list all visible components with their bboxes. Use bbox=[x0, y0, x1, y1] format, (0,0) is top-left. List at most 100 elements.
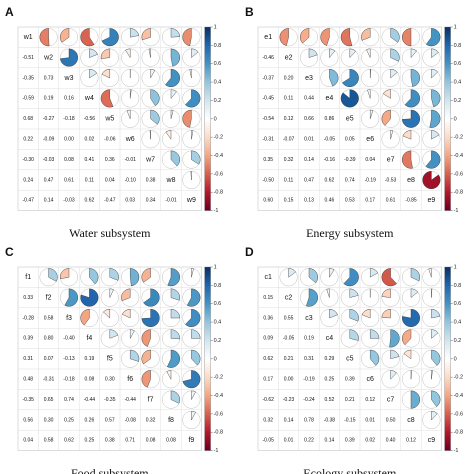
colorbar-tick-label: 0 bbox=[454, 356, 457, 362]
correlation-label: 0.33 bbox=[23, 295, 33, 301]
correlation-label: 0.25 bbox=[85, 438, 95, 444]
colorbar-tick-label: 0.8 bbox=[454, 43, 462, 49]
correlation-label: 0.21 bbox=[284, 356, 294, 362]
variable-label: e9 bbox=[428, 197, 436, 204]
variable-label: w7 bbox=[145, 156, 155, 163]
pie bbox=[279, 28, 289, 46]
pie bbox=[170, 109, 174, 119]
variable-label: e3 bbox=[305, 75, 313, 82]
correlation-label: 0.68 bbox=[23, 116, 33, 122]
correlation-label: 0.20 bbox=[284, 75, 294, 81]
correlation-label: -0.03 bbox=[43, 157, 55, 163]
correlation-label: 0.78 bbox=[304, 417, 314, 423]
pie bbox=[425, 150, 441, 169]
pie bbox=[60, 48, 78, 67]
correlation-label: 0.52 bbox=[325, 397, 335, 403]
pie bbox=[130, 268, 140, 287]
correlation-label: -0.23 bbox=[283, 397, 295, 403]
colorbar-tick-label: 0.6 bbox=[214, 61, 222, 67]
pie bbox=[165, 69, 180, 87]
colorbar bbox=[204, 26, 211, 211]
correlation-label: -0.27 bbox=[43, 116, 55, 122]
pie bbox=[170, 28, 180, 38]
pie bbox=[300, 28, 310, 44]
correlation-label: 0.22 bbox=[304, 438, 314, 444]
pie bbox=[361, 309, 371, 319]
pie bbox=[101, 28, 119, 47]
correlation-label: -0.47 bbox=[22, 198, 34, 204]
correlation-label: 0.53 bbox=[345, 198, 355, 204]
pie bbox=[80, 288, 99, 307]
pie bbox=[48, 268, 58, 282]
colorbar-tick-label: 0.6 bbox=[214, 301, 222, 307]
pie bbox=[191, 390, 196, 400]
correlation-label: -0.46 bbox=[262, 55, 274, 61]
colorbar-tick-label: 0 bbox=[214, 356, 217, 362]
pie bbox=[170, 48, 180, 67]
variable-label: e6 bbox=[366, 136, 374, 143]
pie bbox=[410, 69, 420, 87]
colorbar-tick-label: 1 bbox=[214, 24, 217, 30]
variable-label: c8 bbox=[407, 417, 415, 424]
pie bbox=[349, 48, 357, 59]
correlation-label: 0.35 bbox=[263, 157, 273, 163]
pie bbox=[121, 309, 131, 319]
pie bbox=[431, 69, 439, 79]
correlation-label: 0.12 bbox=[284, 116, 294, 122]
variable-label: e8 bbox=[407, 177, 415, 184]
colorbar-tick-label: -0.2 bbox=[214, 135, 223, 141]
correlation-label: 0.14 bbox=[325, 438, 335, 444]
pie bbox=[431, 48, 439, 58]
pie bbox=[428, 268, 432, 278]
pie bbox=[431, 288, 433, 298]
correlation-label: 0.47 bbox=[44, 177, 54, 183]
pie bbox=[191, 150, 201, 165]
correlation-label: 0.55 bbox=[284, 315, 294, 321]
pie bbox=[349, 288, 359, 298]
pie bbox=[109, 288, 114, 298]
correlation-label: -0.30 bbox=[22, 157, 34, 163]
correlation-label: 0.31 bbox=[304, 356, 314, 362]
correlation-label: 0.60 bbox=[263, 198, 273, 204]
pie bbox=[329, 48, 336, 59]
correlation-label: 0.14 bbox=[284, 417, 294, 423]
pie bbox=[340, 28, 353, 47]
pie bbox=[389, 329, 400, 348]
pie bbox=[288, 268, 296, 278]
pie bbox=[410, 288, 419, 299]
pie bbox=[381, 268, 397, 287]
pie bbox=[170, 329, 180, 340]
correlation-label: 0.34 bbox=[146, 198, 156, 204]
pie bbox=[381, 109, 391, 126]
colorbar-tick-label: 0 bbox=[454, 116, 457, 122]
variable-label: e4 bbox=[326, 95, 334, 102]
correlation-label: 0.38 bbox=[146, 177, 156, 183]
pie bbox=[126, 109, 131, 119]
correlation-label: 0.00 bbox=[284, 377, 294, 383]
colorbar-tick-label: -0.6 bbox=[454, 171, 463, 177]
pie bbox=[390, 130, 394, 140]
pie bbox=[390, 370, 397, 380]
colorbar-tick-label: -0.4 bbox=[454, 393, 463, 399]
correlation-label: -0.07 bbox=[283, 137, 295, 143]
pie bbox=[402, 309, 420, 327]
pie bbox=[370, 268, 379, 278]
pie bbox=[410, 48, 417, 59]
colorbar-tick-label: -0.6 bbox=[214, 411, 223, 417]
correlation-label: -0.38 bbox=[324, 417, 336, 423]
pie bbox=[329, 309, 338, 319]
variable-label: f4 bbox=[86, 335, 92, 342]
colorbar-tick-label: 0.4 bbox=[454, 80, 462, 86]
correlation-label: 0.01 bbox=[284, 438, 294, 444]
pie bbox=[191, 329, 201, 339]
correlation-label: 0.08 bbox=[64, 157, 74, 163]
colorbar-tick-label: 0.4 bbox=[214, 320, 222, 326]
pie bbox=[361, 28, 371, 41]
pie bbox=[186, 288, 201, 307]
colorbar-tick-label: 0.8 bbox=[214, 283, 222, 289]
pie bbox=[402, 150, 413, 169]
pie bbox=[141, 349, 151, 365]
variable-label: w4 bbox=[84, 95, 94, 102]
correlation-label: -0.47 bbox=[104, 198, 116, 204]
correlation-label: -0.19 bbox=[303, 377, 315, 383]
